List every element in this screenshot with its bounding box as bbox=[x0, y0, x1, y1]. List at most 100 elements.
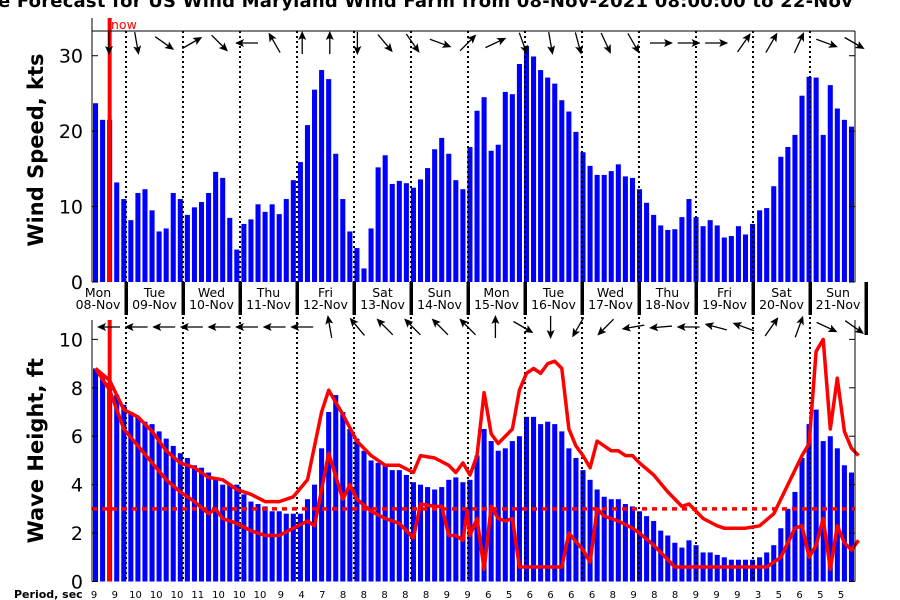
arrow-head bbox=[732, 322, 743, 330]
direction-arrow-icon bbox=[491, 315, 500, 338]
bar bbox=[665, 229, 671, 282]
arrow-shaft bbox=[548, 32, 553, 50]
bar bbox=[827, 85, 833, 282]
arrow-shaft bbox=[654, 325, 673, 329]
bar bbox=[283, 199, 289, 282]
date-axis: Mon08-NovTue09-NovWed10-NovThu11-NovFri1… bbox=[76, 17, 868, 335]
direction-arrow-icon bbox=[677, 39, 701, 47]
y-tick-label: 6 bbox=[71, 426, 83, 448]
bar bbox=[771, 186, 777, 282]
bar bbox=[629, 506, 635, 582]
y-axis-label: Wave Height, ft bbox=[24, 358, 48, 543]
direction-arrow-icon bbox=[764, 317, 779, 337]
day-separator bbox=[352, 282, 356, 315]
arrow-shaft bbox=[181, 39, 198, 50]
arrow-head bbox=[496, 37, 507, 46]
arrow-shaft bbox=[601, 318, 615, 332]
bar bbox=[248, 219, 254, 282]
period-value: 9 bbox=[91, 590, 97, 600]
period-value: 10 bbox=[129, 590, 142, 600]
arrow-head bbox=[207, 323, 217, 331]
arrow-head bbox=[124, 323, 134, 331]
day-of-week-label: Thu bbox=[256, 285, 280, 300]
bar bbox=[304, 125, 310, 282]
direction-arrow-icon bbox=[97, 323, 120, 331]
bar bbox=[608, 499, 614, 582]
bar bbox=[432, 489, 438, 582]
period-value: 6 bbox=[589, 590, 595, 600]
bar bbox=[191, 207, 197, 282]
bar bbox=[679, 217, 685, 282]
bar bbox=[700, 226, 706, 282]
period-value: 5 bbox=[838, 590, 844, 600]
direction-arrow-icon bbox=[816, 38, 838, 48]
arrow-shaft bbox=[574, 317, 585, 333]
bar bbox=[304, 499, 310, 582]
bar bbox=[114, 182, 120, 282]
bar bbox=[827, 436, 833, 582]
bar bbox=[319, 448, 325, 582]
direction-arrow-icon bbox=[649, 323, 673, 332]
y-tick-label: 4 bbox=[71, 475, 83, 497]
y-tick-label: 0 bbox=[71, 572, 83, 594]
period-value: 8 bbox=[381, 590, 387, 600]
bar bbox=[778, 156, 784, 282]
arrow-head bbox=[603, 44, 611, 54]
direction-arrow-icon bbox=[152, 323, 176, 331]
arrow-head bbox=[431, 318, 441, 328]
bar bbox=[184, 214, 190, 282]
bar bbox=[340, 199, 346, 282]
arrow-head bbox=[854, 41, 865, 49]
date-label: 20-Nov bbox=[759, 297, 804, 312]
bar bbox=[368, 460, 374, 582]
bar bbox=[333, 395, 339, 582]
arrow-shaft bbox=[844, 320, 860, 331]
bar bbox=[156, 231, 162, 282]
direction-arrow-icon bbox=[732, 322, 755, 332]
period-value: 5 bbox=[506, 590, 512, 600]
period-value: 10 bbox=[212, 590, 225, 600]
bar bbox=[545, 77, 551, 282]
arrow-shaft bbox=[765, 37, 775, 53]
bar bbox=[297, 162, 303, 282]
bar bbox=[601, 174, 607, 282]
bar bbox=[262, 211, 268, 282]
bar bbox=[220, 177, 226, 282]
arrow-head bbox=[520, 44, 528, 55]
direction-arrow-icon bbox=[235, 323, 258, 331]
day-separator bbox=[580, 282, 584, 315]
day-of-week-label: Mon bbox=[483, 285, 509, 300]
bar bbox=[248, 501, 254, 582]
bar bbox=[389, 470, 395, 582]
bar bbox=[615, 164, 621, 282]
direction-arrow-icon bbox=[211, 34, 228, 52]
day-separator bbox=[864, 282, 868, 335]
bar bbox=[417, 484, 424, 582]
bar bbox=[495, 144, 501, 282]
arrow-head bbox=[676, 323, 686, 331]
bar bbox=[163, 228, 169, 282]
direction-arrow-icon bbox=[325, 315, 334, 338]
bar bbox=[142, 421, 148, 582]
direction-arrow-icon bbox=[405, 33, 420, 53]
bar bbox=[184, 458, 190, 582]
bar bbox=[757, 210, 763, 282]
arrow-head bbox=[383, 42, 393, 53]
date-label: 11-Nov bbox=[246, 297, 291, 312]
bar bbox=[764, 208, 770, 282]
arrow-head bbox=[325, 31, 334, 40]
arrow-shaft bbox=[844, 36, 860, 47]
date-label: 17-Nov bbox=[588, 297, 633, 312]
bar bbox=[785, 146, 791, 282]
chart-title: e Forecast for US Wind Maryland Wind Far… bbox=[0, 0, 854, 12]
period-value: 9 bbox=[734, 590, 740, 600]
date-label: 15-Nov bbox=[474, 297, 519, 312]
arrow-head bbox=[546, 330, 555, 339]
y-tick-label: 10 bbox=[59, 197, 83, 219]
day-separator bbox=[466, 282, 470, 315]
direction-arrow-icon bbox=[793, 32, 805, 54]
bar bbox=[403, 183, 409, 282]
arrow-head bbox=[769, 317, 779, 327]
arrow-shaft bbox=[271, 37, 281, 53]
bar bbox=[735, 559, 741, 582]
